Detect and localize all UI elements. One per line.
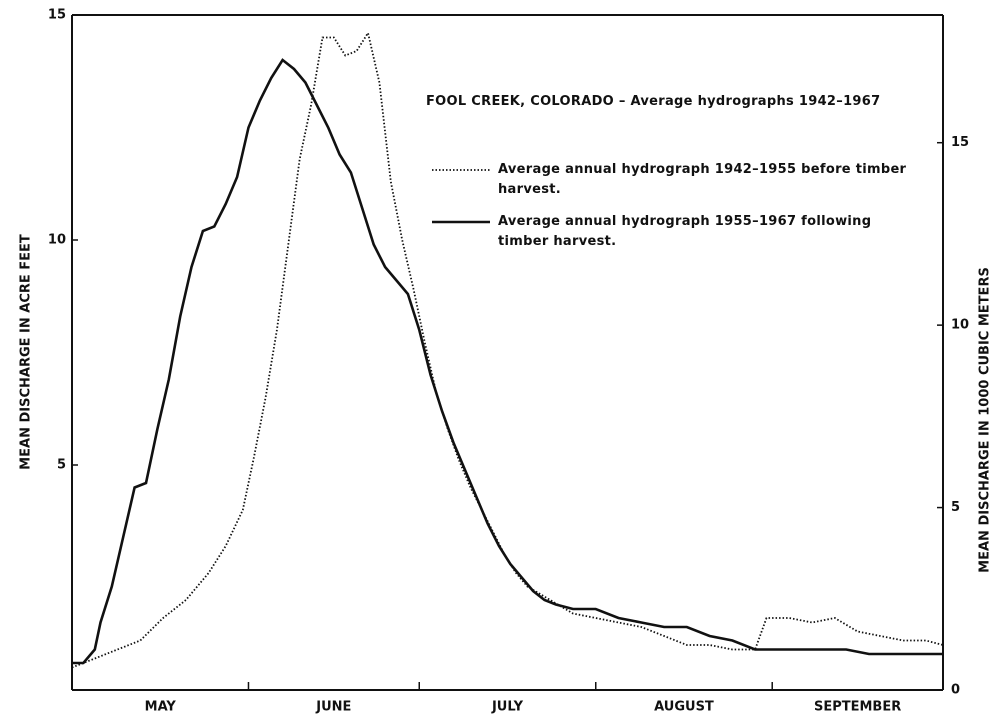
series-line bbox=[71, 30, 944, 669]
legend-label: Average annual hydrograph 1942–1955 befo… bbox=[498, 162, 907, 197]
y2-tick-label: 15 bbox=[951, 135, 969, 150]
y2-tick-label: 5 bbox=[951, 500, 960, 515]
x-tick-label: JULY bbox=[491, 700, 524, 715]
y2-tick-label: 0 bbox=[951, 683, 960, 698]
x-tick-label: JUNE bbox=[315, 700, 351, 715]
x-tick-label: SEPTEMBER bbox=[814, 700, 901, 715]
series-line bbox=[72, 58, 943, 665]
legend-label: Average annual hydrograph 1955–1967 foll… bbox=[498, 214, 872, 249]
y-tick-label: 15 bbox=[48, 8, 66, 23]
y2-tick-label: 10 bbox=[951, 318, 969, 333]
chart-title: FOOL CREEK, COLORADO – Average hydrograp… bbox=[426, 94, 881, 109]
y2-axis-label: MEAN DISCHARGE IN 1000 CUBIC METERS bbox=[978, 267, 993, 573]
y-axis-label: MEAN DISCHARGE IN ACRE FEET bbox=[19, 234, 34, 470]
x-tick-label: AUGUST bbox=[654, 700, 714, 715]
y-tick-label: 5 bbox=[57, 458, 66, 473]
y-tick-label: 10 bbox=[48, 233, 66, 248]
x-tick-label: MAY bbox=[145, 700, 177, 715]
